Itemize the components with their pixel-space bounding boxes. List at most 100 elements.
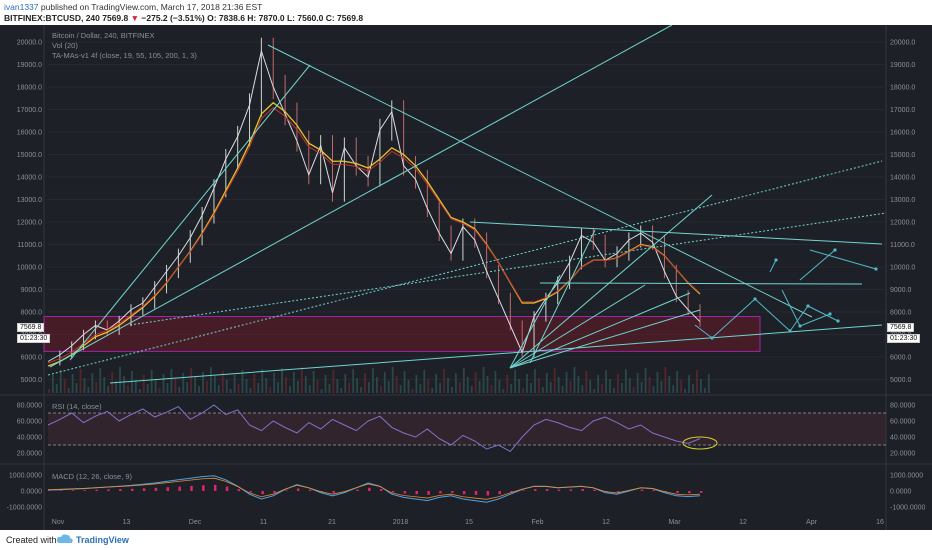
chart-canvas[interactable]: 20000.0 20000.0 19000.0 19000.0 18000.0 18000… — [0, 25, 932, 530]
volume-bar — [462, 368, 465, 393]
volume-bar — [537, 378, 540, 393]
volume-bar — [352, 369, 355, 393]
volume-bar — [300, 367, 303, 393]
trendline — [49, 25, 673, 368]
volume-bar — [91, 373, 94, 393]
volume-bar — [672, 385, 675, 393]
y-tick-label-right: 15000.0 — [890, 152, 915, 159]
volume-bar — [138, 389, 141, 393]
rsi-line — [47, 404, 701, 453]
x-tick-label: 15 — [465, 519, 473, 526]
projection-arrow — [799, 313, 831, 327]
signal-line — [47, 477, 701, 500]
macd-histogram-bar — [486, 491, 490, 496]
volume-bar — [344, 374, 347, 393]
volume-bar — [146, 384, 149, 393]
ma-slow-line — [47, 107, 701, 364]
macd-tick-label-right: 0.0000 — [890, 489, 912, 496]
trendline — [509, 284, 646, 369]
volume-bar — [458, 382, 461, 393]
trendline — [509, 274, 561, 369]
volume-bar — [569, 381, 572, 393]
volume-bar — [174, 378, 177, 393]
symbol-line: BITFINEX:BTCUSD, 240 7569.8 ▼ −275.2 (−3… — [4, 13, 363, 23]
volume-bar — [123, 376, 125, 393]
y-tick-label-left: 11000.0 — [17, 242, 42, 249]
volume-bar — [522, 388, 524, 393]
macd-histogram-bar — [569, 489, 573, 491]
y-tick-label-left: 12000.0 — [17, 220, 42, 227]
volume-bar — [166, 383, 169, 393]
volume-bar — [391, 367, 394, 393]
volume-bar — [296, 381, 299, 393]
volume-bar — [644, 368, 647, 393]
rsi-tick-label-left: 60.0000 — [17, 419, 42, 426]
macd-histogram-bar — [261, 491, 264, 495]
volume-bar — [233, 375, 236, 393]
x-tick-label: 16 — [876, 519, 884, 526]
x-tick-label: Mar — [668, 519, 681, 526]
tradingview-brand[interactable]: TradingView — [76, 535, 129, 545]
volume-bar — [648, 377, 651, 393]
y-tick-label-left: 15000.0 — [17, 152, 42, 159]
volume-bar — [261, 369, 264, 393]
y-tick-label-right: 18000.0 — [890, 85, 915, 92]
x-tick-label: 12 — [739, 519, 747, 526]
volume-bar — [304, 376, 307, 393]
volume-bar — [577, 376, 580, 393]
macd-histogram-bar — [154, 487, 158, 491]
macd-tick-label-right: 1000.0000 — [890, 473, 923, 480]
x-tick-label: 12 — [602, 519, 610, 526]
macd-histogram-bar — [225, 486, 229, 491]
volume-bar — [67, 388, 70, 393]
volume-bar — [526, 374, 528, 393]
price-change: −275.2 (−3.51%) — [141, 13, 205, 23]
dotted-channel-line — [129, 212, 887, 326]
macd-histogram-bar — [368, 487, 371, 491]
volume-bar — [403, 371, 406, 393]
trendline — [509, 194, 713, 369]
volume-bar — [324, 375, 327, 393]
volume-bar — [332, 370, 335, 393]
volume-bar — [632, 387, 635, 393]
volume-bar — [51, 375, 54, 393]
rsi-tick-label-left: 80.0000 — [17, 403, 42, 410]
volume-bar — [617, 374, 619, 393]
projection-arrow — [799, 249, 836, 281]
volume-bar — [198, 386, 200, 393]
macd-histogram-bar — [237, 489, 241, 491]
trendline — [69, 64, 311, 361]
x-tick-label: Nov — [52, 519, 65, 526]
x-tick-label: Dec — [189, 519, 202, 526]
volume-bar — [565, 372, 568, 393]
y-tick-label-right: 8000.0 — [890, 310, 912, 317]
macd-legend: MACD (12, 26, close, 9) — [52, 472, 133, 481]
volume-bar — [703, 388, 706, 393]
volume-bar — [640, 382, 643, 393]
volume-bar — [692, 384, 694, 393]
volume-bar — [613, 388, 615, 393]
volume-bar — [213, 376, 216, 393]
projection-arrow — [781, 289, 801, 327]
macd-histogram-bar — [59, 490, 63, 491]
chart-svg[interactable]: 20000.0 20000.0 19000.0 19000.0 18000.0 18000… — [0, 25, 932, 530]
ohlc-values: O: 7838.6 H: 7870.0 L: 7560.0 C: 7569.8 — [207, 13, 364, 23]
volume-bar — [557, 377, 560, 393]
volume-bar — [601, 384, 604, 393]
volume-bar — [87, 387, 90, 393]
volume-legend: Vol (20) — [52, 41, 78, 50]
volume-bar — [253, 374, 256, 393]
volume-bar — [498, 380, 501, 393]
volume-bar — [292, 372, 295, 393]
volume-bar — [186, 382, 189, 393]
volume-bar — [506, 375, 509, 393]
trendline — [509, 309, 701, 369]
volume-bar — [107, 386, 110, 393]
y-tick-label-left: 10000.0 — [17, 265, 42, 272]
volume-bar — [668, 376, 671, 393]
author-link[interactable]: ivan1337 — [4, 2, 39, 12]
volume-bar — [328, 384, 331, 393]
volume-bar — [573, 367, 576, 393]
macd-histogram-bar — [605, 491, 608, 492]
volume-bar — [490, 385, 493, 393]
